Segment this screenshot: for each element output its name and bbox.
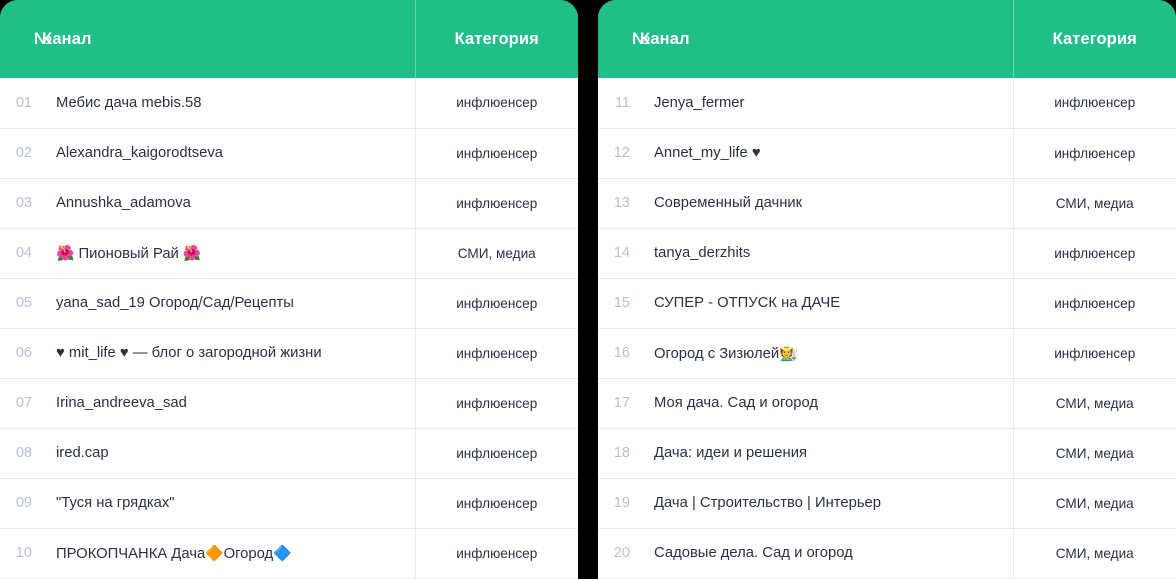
channel-name[interactable]: Садовые дела. Сад и огород bbox=[636, 528, 1013, 579]
row-number: 04 bbox=[0, 228, 38, 279]
row-number: 02 bbox=[0, 128, 38, 179]
row-number: 08 bbox=[0, 428, 38, 479]
channel-category: инфлюенсер bbox=[1012, 328, 1176, 379]
header-row: № Канал Категория bbox=[0, 0, 578, 78]
channel-name[interactable]: Alexandra_kaigorodtseva bbox=[38, 128, 415, 179]
table-row[interactable]: 09 "Туся на грядках" инфлюенсер bbox=[0, 478, 578, 529]
channel-category: инфлюенсер bbox=[1012, 278, 1176, 329]
channel-name[interactable]: Моя дача. Сад и огород bbox=[636, 378, 1013, 429]
table-row[interactable]: 17 Моя дача. Сад и огород СМИ, медиа bbox=[598, 378, 1176, 429]
channel-name[interactable]: Современный дачник bbox=[636, 178, 1013, 229]
table-row[interactable]: 11 Jenya_fermer инфлюенсер bbox=[598, 78, 1176, 129]
channel-category: инфлюенсер bbox=[414, 178, 578, 229]
channel-category: СМИ, медиа bbox=[1012, 528, 1176, 579]
table-row[interactable]: 16 Огород с Зизюлей🧑‍🌾 инфлюенсер bbox=[598, 328, 1176, 379]
channel-category: инфлюенсер bbox=[414, 78, 578, 129]
table-row[interactable]: 19 Дача | Строительство | Интерьер СМИ, ме… bbox=[598, 478, 1176, 529]
row-number: 19 bbox=[598, 478, 636, 529]
row-number: 18 bbox=[598, 428, 636, 479]
channel-category: инфлюенсер bbox=[414, 478, 578, 529]
row-number: 12 bbox=[598, 128, 636, 179]
channel-name[interactable]: ired.cap bbox=[38, 428, 415, 479]
table-row[interactable]: 13 Современный дачник СМИ, медиа bbox=[598, 178, 1176, 229]
row-number: 15 bbox=[598, 278, 636, 329]
table-row[interactable]: 03 Annushka_adamova инфлюенсер bbox=[0, 178, 578, 229]
table-header-right: № Канал Категория bbox=[598, 0, 1176, 78]
table-body-left: 01 Мебис дача mebis.58 инфлюенсер 02 Alexand… bbox=[0, 78, 578, 579]
table-row[interactable]: 05 yana_sad_19 Огород/Сад/Рецепты инфлюенс… bbox=[0, 278, 578, 329]
row-number: 03 bbox=[0, 178, 38, 229]
channel-name[interactable]: Annet_my_life ♥ bbox=[636, 128, 1013, 179]
row-number: 10 bbox=[0, 528, 38, 579]
row-number: 01 bbox=[0, 78, 38, 129]
channel-name[interactable]: ПРОКОПЧАНКА Дача🔶Огород🔷 bbox=[38, 528, 415, 579]
column-header-category: Категория bbox=[414, 0, 578, 78]
table-row[interactable]: 20 Садовые дела. Сад и огород СМИ, медиа bbox=[598, 528, 1176, 579]
channel-category: СМИ, медиа bbox=[414, 228, 578, 279]
row-number: 07 bbox=[0, 378, 38, 429]
channel-name[interactable]: tanya_derzhits bbox=[636, 228, 1013, 279]
channel-category: СМИ, медиа bbox=[1012, 178, 1176, 229]
table-row[interactable]: 14 tanya_derzhits инфлюенсер bbox=[598, 228, 1176, 279]
row-number: 06 bbox=[0, 328, 38, 379]
row-number: 05 bbox=[0, 278, 38, 329]
channel-category: инфлюенсер bbox=[1012, 128, 1176, 179]
row-number: 20 bbox=[598, 528, 636, 579]
channel-category: инфлюенсер bbox=[414, 278, 578, 329]
channel-name[interactable]: Дача | Строительство | Интерьер bbox=[636, 478, 1013, 529]
channel-name[interactable]: 🌺 Пионовый Рай 🌺 bbox=[38, 228, 415, 279]
channel-name[interactable]: "Туся на грядках" bbox=[38, 478, 415, 529]
table-row[interactable]: 10 ПРОКОПЧАНКА Дача🔶Огород🔷 инфлюенсер bbox=[0, 528, 578, 579]
table-row[interactable]: 01 Мебис дача mebis.58 инфлюенсер bbox=[0, 78, 578, 129]
channel-name[interactable]: ♥ mit_life ♥ — блог о загородной жизни bbox=[38, 328, 415, 379]
column-header-channel: Канал bbox=[636, 0, 1013, 78]
row-number: 16 bbox=[598, 328, 636, 379]
channel-category: инфлюенсер bbox=[414, 128, 578, 179]
row-number: 09 bbox=[0, 478, 38, 529]
channel-name[interactable]: Irina_andreeva_sad bbox=[38, 378, 415, 429]
header-row: № Канал Категория bbox=[598, 0, 1176, 78]
column-header-number: № bbox=[0, 0, 52, 78]
column-header-number: № bbox=[598, 0, 650, 78]
channel-name[interactable]: Огород с Зизюлей🧑‍🌾 bbox=[636, 328, 1013, 379]
channel-category: инфлюенсер bbox=[414, 328, 578, 379]
channels-table-right: № Канал Категория 11Jenya_fermerинфлюенс… bbox=[598, 0, 1176, 579]
row-number: 11 bbox=[598, 78, 636, 129]
channel-name[interactable]: СУПЕР - ОТПУСК на ДАЧЕ bbox=[636, 278, 1013, 329]
table-header-left: № Канал Категория bbox=[0, 0, 578, 78]
table-body-right: 11 Jenya_fermer инфлюенсер 12 Annet_my_life … bbox=[598, 78, 1176, 579]
column-header-channel: Канал bbox=[38, 0, 415, 78]
table-row[interactable]: 12 Annet_my_life ♥ инфлюенсер bbox=[598, 128, 1176, 179]
channel-category: СМИ, медиа bbox=[1012, 378, 1176, 429]
row-number: 14 bbox=[598, 228, 636, 279]
channel-name[interactable]: yana_sad_19 Огород/Сад/Рецепты bbox=[38, 278, 415, 329]
channel-name[interactable]: Мебис дача mebis.58 bbox=[38, 78, 415, 129]
table-row[interactable]: 15 СУПЕР - ОТПУСК на ДАЧЕ инфлюенсер bbox=[598, 278, 1176, 329]
channel-category: СМИ, медиа bbox=[1012, 428, 1176, 479]
channel-name[interactable]: Дача: идеи и решения bbox=[636, 428, 1013, 479]
table-row[interactable]: 06 ♥ mit_life ♥ — блог о загородной жизн… bbox=[0, 328, 578, 379]
table-row[interactable]: 02 Alexandra_kaigorodtseva инфлюенсер bbox=[0, 128, 578, 179]
table-row[interactable]: 08 ired.cap инфлюенсер bbox=[0, 428, 578, 479]
channel-category: инфлюенсер bbox=[414, 528, 578, 579]
row-number: 13 bbox=[598, 178, 636, 229]
channels-table-panel-right: № Канал Категория 11Jenya_fermerинфлюенс… bbox=[598, 0, 1176, 579]
table-row[interactable]: 07 Irina_andreeva_sad инфлюенсер bbox=[0, 378, 578, 429]
row-number: 17 bbox=[598, 378, 636, 429]
table-row[interactable]: 18 Дача: идеи и решения СМИ, медиа bbox=[598, 428, 1176, 479]
channel-category: инфлюенсер bbox=[1012, 228, 1176, 279]
channel-category: инфлюенсер bbox=[1012, 78, 1176, 129]
channel-category: инфлюенсер bbox=[414, 378, 578, 429]
channel-name[interactable]: Jenya_fermer bbox=[636, 78, 1013, 129]
column-header-category: Категория bbox=[1012, 0, 1176, 78]
channel-category: СМИ, медиа bbox=[1012, 478, 1176, 529]
table-row[interactable]: 04 🌺 Пионовый Рай 🌺 СМИ, медиа bbox=[0, 228, 578, 279]
channel-name[interactable]: Annushka_adamova bbox=[38, 178, 415, 229]
channel-category: инфлюенсер bbox=[414, 428, 578, 479]
